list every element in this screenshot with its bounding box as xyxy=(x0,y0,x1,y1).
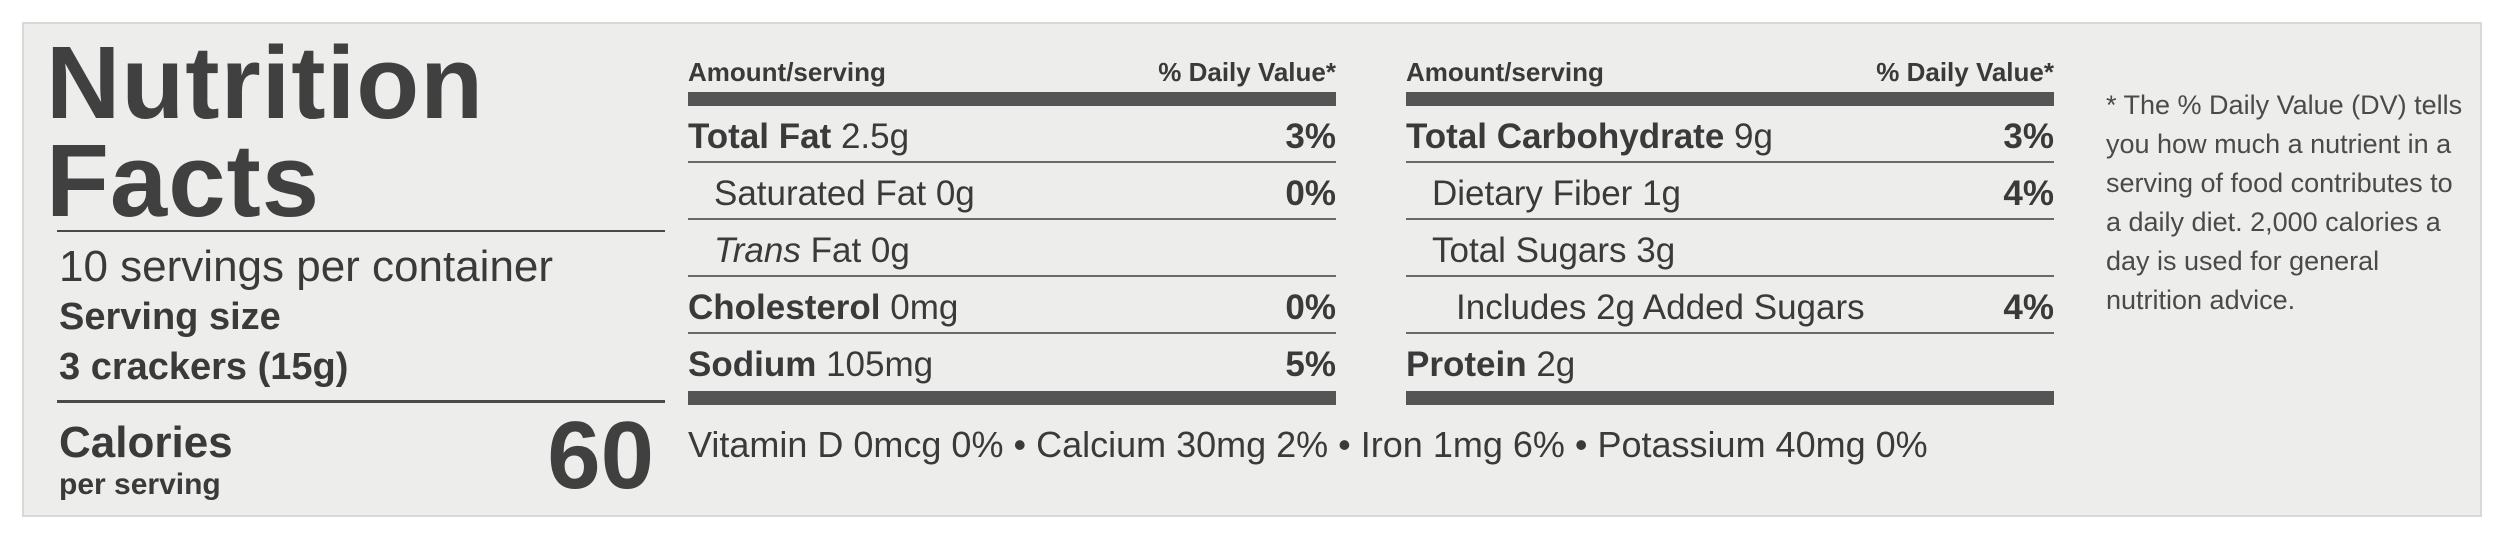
nutrient-dv: 3% xyxy=(1285,117,1336,156)
nutrient-amount: 105mg xyxy=(826,345,934,384)
nutrient-dv: 5% xyxy=(1285,345,1336,384)
nutrient-row-protein: Protein 2g xyxy=(1406,334,2054,391)
nutrient-row-saturated-fat: Saturated Fat 0g 0% xyxy=(688,163,1336,220)
vitamins-minerals-line: Vitamin D 0mcg 0% • Calcium 30mg 2% • Ir… xyxy=(688,424,1928,465)
nutrient-name: Saturated Fat xyxy=(714,174,927,213)
nutrient-row-sodium: Sodium 105mg 5% xyxy=(688,334,1336,391)
nutrient-row-added-sugars: Includes 2g Added Sugars 4% xyxy=(1406,277,2054,334)
serving-size-label: Serving size xyxy=(59,296,281,338)
nutrient-dv: 0% xyxy=(1285,288,1336,327)
calories-sublabel: per serving xyxy=(59,468,221,501)
nutrient-name: Total Fat xyxy=(688,117,832,156)
nutrient-row-trans-fat: Trans Fat 0g xyxy=(688,220,1336,277)
nutrient-dv: 3% xyxy=(2003,117,2054,156)
nutrient-amount: 3g xyxy=(1636,231,1676,270)
nutrient-dv: 4% xyxy=(2003,288,2054,327)
dv-header: % Daily Value* xyxy=(1158,57,1336,87)
serving-size-value: 3 crackers (15g) xyxy=(59,346,349,388)
daily-value-footnote: * The % Daily Value (DV) tells you how m… xyxy=(2106,90,2463,315)
nutrient-name: Protein xyxy=(1406,345,1527,384)
nutrient-name: Trans xyxy=(714,231,801,270)
nutrient-dv: 4% xyxy=(2003,174,2054,213)
nutrient-amount: 0mg xyxy=(890,288,959,327)
nutrient-name: Cholesterol xyxy=(688,288,881,327)
nutrient-row-total-fat: Total Fat 2.5g 3% xyxy=(688,106,1336,163)
nutrient-name: Sodium xyxy=(688,345,817,384)
servings-per-container: 10 servings per container xyxy=(59,242,554,291)
dv-header: % Daily Value* xyxy=(1876,57,2054,87)
calories-value: 60 xyxy=(547,402,654,509)
nutrient-amount: 2.5g xyxy=(840,117,910,156)
nutrient-row-cholesterol: Cholesterol 0mg 0% xyxy=(688,277,1336,334)
nutrient-amount: 0g xyxy=(935,174,975,213)
nutrient-name: Includes 2g Added Sugars xyxy=(1456,288,1865,327)
thick-bar xyxy=(1406,92,2054,106)
thick-bar-bottom xyxy=(1406,391,2054,405)
amount-header: Amount/serving xyxy=(1406,57,1604,87)
table-header: Amount/serving % Daily Value* xyxy=(1406,52,2054,92)
amount-header: Amount/serving xyxy=(688,57,886,87)
nutrition-label-panel: Nutrition Facts 10 servings per containe… xyxy=(22,22,2482,517)
nutrient-row-total-sugars: Total Sugars 3g xyxy=(1406,220,2054,277)
nutrient-table-right: Amount/serving % Daily Value* Total Carb… xyxy=(1406,52,2054,405)
nutrient-amount: 9g xyxy=(1734,117,1773,156)
nutrient-table-left: Amount/serving % Daily Value* Total Fat … xyxy=(688,52,1336,405)
nutrient-name: Total Sugars xyxy=(1432,231,1627,270)
nutrient-amount: 2g xyxy=(1536,345,1576,384)
title-text: Nutrition Facts xyxy=(46,25,485,238)
thick-bar xyxy=(688,92,1336,106)
divider-under-title xyxy=(57,230,665,232)
nutrient-name: Dietary Fiber xyxy=(1432,174,1633,213)
divider-above-calories xyxy=(57,400,665,403)
nutrient-name: Total Carbohydrate xyxy=(1406,117,1725,156)
calories-label: Calories xyxy=(59,418,233,467)
nutrient-row-dietary-fiber: Dietary Fiber 1g 4% xyxy=(1406,163,2054,220)
nutrient-amount: Fat 0g xyxy=(810,231,910,270)
thick-bar-bottom xyxy=(688,391,1336,405)
nutrient-row-total-carbohydrate: Total Carbohydrate 9g 3% xyxy=(1406,106,2054,163)
table-header: Amount/serving % Daily Value* xyxy=(688,52,1336,92)
nutrient-amount: 1g xyxy=(1642,174,1681,213)
nutrient-dv: 0% xyxy=(1285,174,1336,213)
